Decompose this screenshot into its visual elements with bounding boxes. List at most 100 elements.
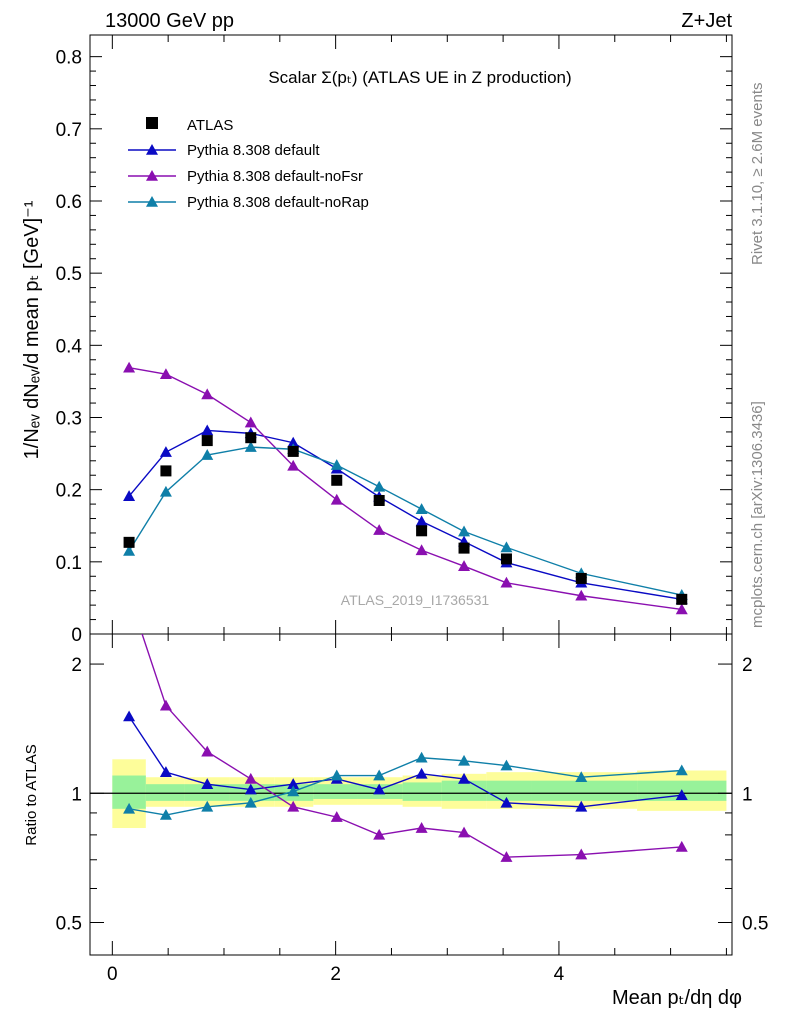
ratio-point-series-2	[201, 745, 214, 757]
main-point-series-2	[373, 524, 386, 535]
ratio-band-green	[145, 784, 185, 801]
legend-label-series-1: Pythia 8.308 default	[187, 142, 320, 159]
ratio-point-series-1	[373, 783, 386, 795]
main-point-atlas	[676, 593, 688, 605]
main-point-atlas	[160, 465, 172, 477]
main-point-series-2	[123, 361, 136, 373]
main-point-series-1	[287, 436, 300, 448]
ratio-band-green	[402, 782, 442, 801]
x-tick-label: 2	[330, 964, 341, 985]
ratio-point-series-3	[123, 802, 136, 814]
main-point-series-3	[458, 525, 471, 537]
ratio-point-series-1	[575, 800, 588, 812]
main-point-atlas	[287, 445, 299, 457]
main-point-series-3	[373, 480, 386, 492]
ratio-point-series-3	[415, 751, 428, 763]
main-y-tick-label: 0.5	[56, 264, 82, 285]
main-point-series-2	[330, 493, 343, 505]
main-point-series-2	[415, 544, 428, 556]
main-x-axis-ticks	[111, 35, 727, 634]
main-point-series-2	[675, 603, 688, 615]
mcplots-label: mcplots.cern.ch [arXiv:1306.3436]	[749, 401, 766, 628]
main-point-series-3	[415, 503, 428, 514]
main-point-series-3	[330, 459, 343, 470]
main-point-atlas	[416, 525, 428, 537]
main-point-series-3	[159, 485, 172, 497]
x-tick-label: 4	[554, 964, 565, 985]
ratio-y-tick-label-right: 2	[742, 655, 753, 676]
ratio-point-series-1	[675, 789, 688, 800]
ratio-band-green	[531, 780, 638, 801]
ratio-line-series-3	[128, 757, 682, 816]
ratio-point-series-3	[373, 769, 386, 781]
ratio-y-tick-label-right: 0.5	[742, 913, 768, 934]
main-point-atlas	[373, 494, 385, 506]
process-label: Z+Jet	[681, 10, 732, 32]
legend-label-series-2: Pythia 8.308 default-noFsr	[187, 168, 363, 185]
main-y-tick-label: 0.1	[56, 553, 82, 574]
main-plot-series	[123, 361, 688, 615]
main-point-atlas	[458, 542, 470, 554]
legend-marker-series-3	[146, 196, 158, 207]
ratio-y-tick-label: 1	[71, 784, 82, 805]
ratio-line-series-2	[141, 634, 682, 858]
ratio-point-series-3	[675, 764, 688, 776]
ratio-point-series-3	[159, 809, 172, 820]
main-point-series-2	[287, 459, 300, 471]
ratio-point-series-2	[415, 822, 428, 833]
rivet-label: Rivet 3.1.10, ≥ 2.6M events	[749, 83, 766, 266]
main-y-axis-ticks: 0 0.1 0.2 0.3 0.4 0.5 0.6 0.7 0.8	[56, 48, 732, 646]
main-point-atlas	[331, 474, 343, 486]
ratio-point-series-2	[330, 811, 343, 822]
main-y-tick-label: 0.3	[56, 408, 82, 429]
x-tick-label: 0	[107, 964, 118, 985]
ratio-point-series-2	[244, 772, 257, 784]
main-point-series-2	[458, 560, 471, 571]
main-point-series-2	[244, 416, 257, 428]
ratio-point-series-3	[458, 754, 471, 766]
ratio-point-series-1	[159, 766, 172, 777]
ratio-plot-series	[123, 634, 688, 862]
main-point-series-2	[575, 589, 588, 601]
ratio-point-series-2	[500, 851, 513, 862]
main-point-series-2	[159, 368, 172, 379]
ratio-band-green	[486, 780, 532, 801]
ratio-y-tick-label: 2	[71, 655, 82, 676]
main-point-atlas	[245, 432, 257, 444]
ratio-point-series-3	[575, 771, 588, 783]
ratio-point-series-2	[458, 826, 471, 838]
ratio-point-series-1	[123, 710, 136, 722]
main-y-tick-label: 0.7	[56, 120, 82, 141]
legend-marker-series-1	[146, 144, 158, 155]
ratio-point-series-3	[330, 769, 343, 781]
y-axis-label: 1/Nₑᵥ dNₑᵥ/d mean pₜ [GeV]⁻¹	[21, 200, 43, 459]
ratio-plot-frame	[89, 633, 733, 956]
ratio-point-series-1	[287, 778, 300, 789]
main-point-series-1	[415, 515, 428, 527]
legend-marker-atlas	[146, 117, 158, 129]
ratio-y-tick-label: 0.5	[56, 913, 82, 934]
main-point-series-2	[500, 576, 513, 588]
ratio-y-tick-label-right: 1	[742, 784, 753, 805]
main-point-series-2	[201, 388, 214, 400]
ratio-point-series-1	[458, 772, 471, 784]
main-point-series-3	[500, 541, 513, 553]
main-line-series-1	[128, 429, 682, 601]
analysis-watermark: ATLAS_2019_I1736531	[341, 592, 490, 608]
main-point-series-1	[201, 424, 214, 436]
ratio-band-green	[313, 784, 358, 799]
legend-label-series-3: Pythia 8.308 default-noRap	[187, 194, 369, 211]
ratio-point-series-1	[201, 778, 214, 789]
ratio-point-series-2	[373, 828, 386, 840]
ratio-point-series-3	[287, 785, 300, 797]
main-point-series-3	[123, 545, 136, 556]
ratio-point-series-3	[244, 796, 257, 808]
ratio-point-series-3	[201, 800, 214, 812]
main-line-series-3	[128, 446, 682, 596]
main-y-tick-label: 0.8	[56, 48, 82, 69]
legend-label-atlas: ATLAS	[187, 117, 233, 134]
ratio-point-series-1	[244, 783, 257, 795]
ratio-point-series-2	[675, 840, 688, 852]
